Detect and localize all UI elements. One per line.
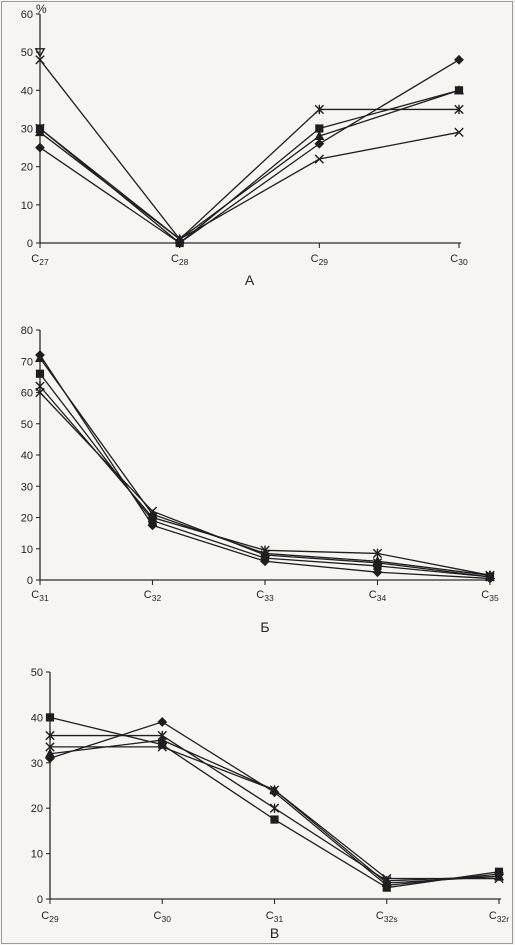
series-line-asterisk — [39, 108, 459, 241]
data-point-x — [260, 550, 270, 560]
x-tick-label: C31 — [266, 910, 284, 924]
data-point-x — [372, 558, 383, 568]
data-point-diamond — [35, 142, 45, 153]
y-tick-label: 30 — [31, 758, 43, 770]
y-tick-label: 10 — [31, 849, 43, 861]
data-point-x — [35, 55, 45, 65]
data-point-asterisk — [35, 123, 45, 134]
y-tick-label: 0 — [37, 894, 43, 906]
x-tick-label: C29 — [41, 910, 59, 924]
data-point-asterisk — [372, 548, 383, 559]
data-point-x — [45, 742, 55, 752]
data-point-x — [147, 506, 158, 516]
y-tick-label: 20 — [21, 513, 33, 525]
data-point-triangle — [453, 85, 465, 95]
y-tick-label: 10 — [21, 200, 33, 212]
series-line-triangle — [39, 357, 491, 576]
data-point-x — [269, 785, 280, 795]
y-tick-label: 40 — [21, 85, 33, 97]
x-tick-label: C32r — [489, 910, 509, 924]
panel-label: Б — [260, 619, 269, 635]
series-line-x — [39, 59, 460, 241]
data-point-x — [157, 742, 167, 752]
y-tick-label: 70 — [21, 356, 33, 368]
y-tick-label: 20 — [21, 162, 33, 174]
data-point-asterisk — [45, 730, 55, 741]
data-point-asterisk — [485, 570, 495, 581]
x-tick-label: C34 — [369, 589, 387, 603]
y-tick-label: 0 — [27, 575, 33, 587]
panel-label: А — [245, 272, 255, 288]
x-tick-label: C28 — [171, 253, 189, 267]
data-point-x — [35, 387, 45, 398]
data-point-square — [270, 815, 279, 824]
data-point-x — [174, 234, 185, 244]
series-line-square — [49, 716, 500, 889]
panel-label: В — [270, 925, 279, 941]
chart-panel-3: 0 10 20 30 40 50 C29 C30 C31 C32s C32r В — [31, 667, 510, 941]
x-tick-label: C32s — [376, 910, 398, 924]
data-point-square — [45, 713, 55, 722]
y-tick-label: 50 — [31, 667, 43, 679]
y-tick-label: 60 — [21, 388, 33, 400]
data-point-asterisk — [157, 730, 167, 741]
data-point-diamond — [157, 717, 168, 727]
chart-panel-1: 0 10 20 30 40 50 60 % C27 C28 C29 C30 А — [21, 2, 468, 288]
data-point-asterisk — [454, 104, 464, 115]
y-tick-label: 40 — [21, 450, 33, 462]
x-tick-label: C32 — [144, 589, 162, 603]
series-line-square — [39, 89, 460, 244]
series-line-triangle — [39, 89, 460, 240]
data-point-x — [485, 572, 495, 582]
data-point-triangle — [314, 130, 325, 140]
y-tick-label: 50 — [21, 419, 33, 431]
data-point-diamond — [372, 567, 383, 578]
y-tick-label: 30 — [21, 481, 33, 493]
x-tick-label: C30 — [154, 910, 172, 924]
data-point-x — [314, 154, 325, 164]
x-tick-label: C29 — [311, 253, 329, 267]
data-point-diamond — [454, 54, 464, 65]
x-tick-label: C31 — [31, 589, 49, 603]
data-point-square — [35, 369, 45, 378]
y-tick-label: 40 — [31, 712, 43, 724]
y-tick-label: 80 — [21, 325, 33, 337]
series-line-diamond — [39, 354, 491, 580]
y-tick-label: 10 — [21, 544, 33, 556]
series-line-diamond — [39, 59, 460, 244]
x-tick-label: C35 — [481, 589, 499, 603]
y-tick-label: 30 — [21, 124, 33, 136]
chart-panel-2: 0 10 20 30 40 50 60 70 80 C31 C32 C33 C34 C35 Б — [21, 325, 499, 635]
y-unit-label: % — [36, 2, 47, 16]
data-point-asterisk — [269, 803, 280, 813]
data-point-diamond — [314, 138, 325, 149]
chart-panels: 0 10 20 30 40 50 60 % C27 C28 C29 C30 А 0 10 20 30 40 50 60… — [21, 2, 510, 941]
data-point-x — [494, 873, 504, 884]
y-tick-label: 60 — [21, 9, 33, 21]
data-point-triangle — [44, 748, 56, 758]
y-tick-label: 50 — [21, 47, 33, 59]
data-point-x — [382, 873, 392, 884]
y-tick-label: 0 — [27, 238, 33, 250]
data-point-triangle — [34, 352, 46, 362]
y-tick-label: 20 — [31, 803, 43, 815]
x-tick-label: C33 — [256, 589, 274, 603]
data-point-x — [454, 127, 464, 138]
data-point-triangle-down-open — [34, 48, 46, 58]
data-point-asterisk — [314, 104, 325, 115]
x-tick-label: C30 — [450, 253, 468, 267]
x-tick-label: C27 — [31, 253, 49, 267]
